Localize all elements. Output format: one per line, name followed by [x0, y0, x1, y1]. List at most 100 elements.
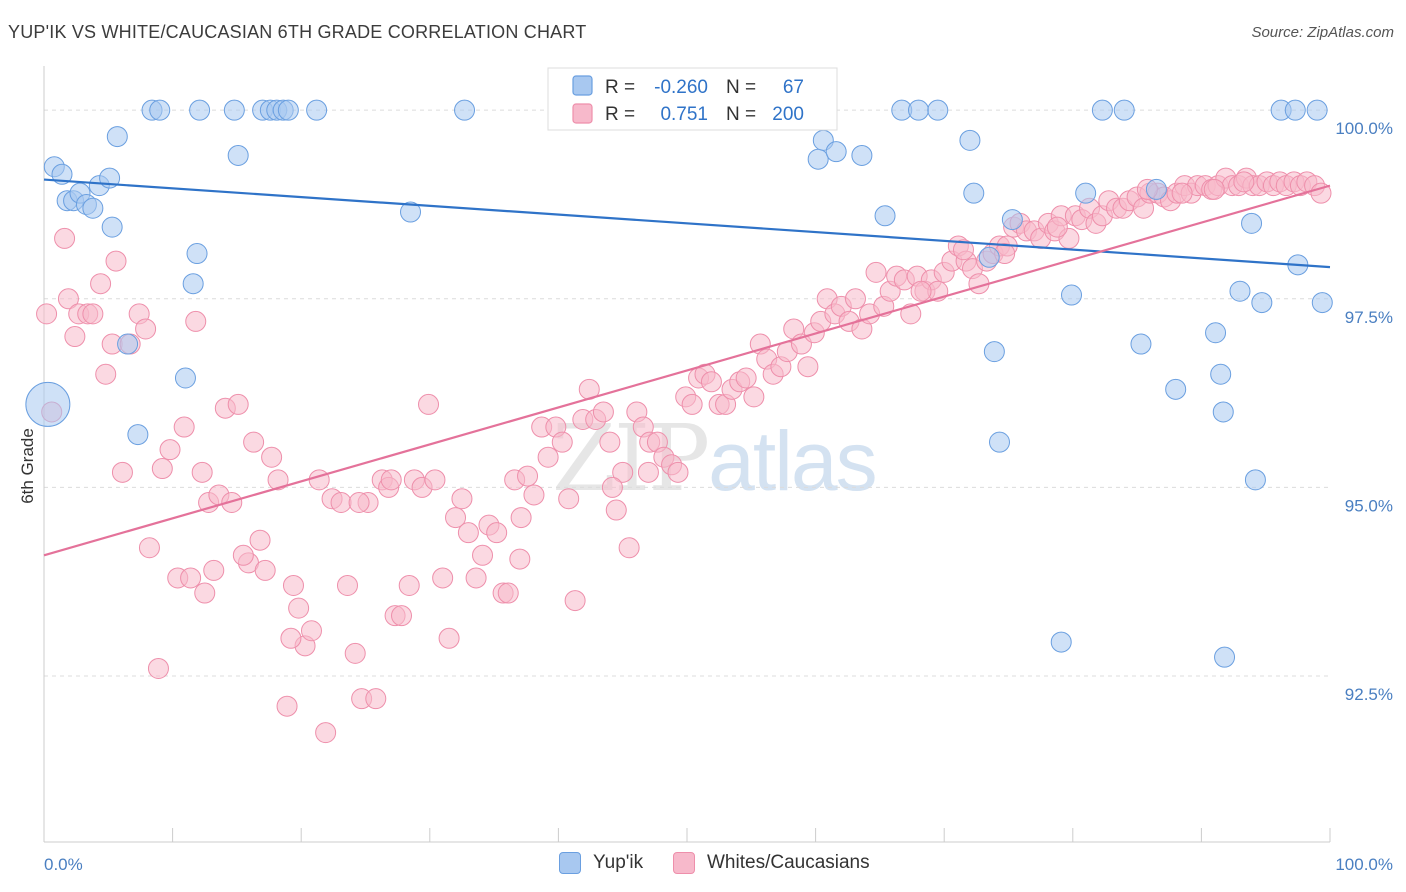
whites-point-114	[797, 356, 819, 378]
whites-point-42	[308, 469, 330, 491]
yupik-point-44	[988, 431, 1010, 453]
whites-point-11	[105, 250, 127, 272]
whites-point-198	[509, 548, 531, 570]
yupik-point-38	[907, 99, 929, 121]
whites-point-33	[249, 529, 271, 551]
yupik-point-45	[1001, 209, 1023, 231]
whites-point-85	[599, 431, 621, 453]
whites-point-200	[380, 469, 402, 491]
whites-point-23	[185, 310, 207, 332]
yupik-point-35	[851, 144, 873, 166]
yupik-point-55	[1214, 646, 1236, 668]
x-tick-label-0: 0.0%	[44, 855, 83, 874]
trend-lines	[43, 178, 1331, 557]
yupik-point-39	[927, 99, 949, 121]
axes	[43, 66, 1331, 843]
whites-point-194	[1046, 216, 1068, 238]
chart-title: YUP'IK VS WHITE/CAUCASIAN 6TH GRADE CORR…	[8, 22, 587, 42]
whites-point-86	[605, 499, 627, 521]
whites-point-61	[438, 627, 460, 649]
yupik-point-12	[117, 333, 139, 355]
whites-point-21	[173, 416, 195, 438]
yupik-point-34	[825, 141, 847, 163]
whites-point-193	[1233, 171, 1255, 193]
whites-point-37	[276, 695, 298, 717]
whites-point-39	[288, 597, 310, 619]
source-label: Source: ZipAtlas.com	[1251, 24, 1394, 41]
legend-box: R = -0.260 N = 67 R = 0.751 N = 200	[547, 67, 838, 131]
yupik-point-11	[106, 126, 128, 148]
legend-swatch-whites	[572, 103, 593, 124]
legend-n-value-2: 200	[772, 104, 804, 125]
whites-point-201	[280, 627, 302, 649]
whites-point-47	[344, 642, 366, 664]
yupik-point-49	[1091, 99, 1113, 121]
whites-point-35	[261, 446, 283, 468]
x-tick-label-1: 100.0%	[1335, 855, 1393, 874]
whites-point-32	[243, 431, 265, 453]
whites-point-19	[159, 439, 181, 461]
whites-point-16	[138, 537, 160, 559]
yupik-point-29	[454, 99, 476, 121]
whites-point-38	[282, 574, 304, 596]
whites-point-4	[64, 326, 86, 348]
yupik-point-18	[186, 243, 208, 265]
whites-point-55	[398, 574, 420, 596]
whites-point-78	[551, 431, 573, 453]
whites-point-62	[445, 507, 467, 529]
whites-point-45	[330, 491, 352, 513]
bottom-legend-yupik: Yup'ik	[559, 852, 643, 874]
whites-point-106	[743, 386, 765, 408]
whites-point-204	[952, 239, 974, 261]
yupik-point-43	[983, 341, 1005, 363]
whites-point-197	[601, 476, 623, 498]
whites-point-9	[95, 363, 117, 385]
whites-point-46	[336, 574, 358, 596]
bottom-legend-label-whites: Whites/Caucasians	[707, 852, 870, 873]
legend-n-value-1: 67	[783, 77, 804, 98]
whites-point-41	[300, 620, 322, 642]
y-tick-label-3: 92.5%	[1345, 685, 1393, 704]
series-whites-points	[36, 167, 1332, 744]
whites-point-66	[472, 544, 494, 566]
yupik-point-66	[1311, 292, 1333, 314]
yupik-point-48	[1075, 182, 1097, 204]
whites-point-65	[465, 567, 487, 589]
yupik-point-65	[1306, 99, 1328, 121]
whites-point-203	[194, 582, 216, 604]
whites-point-195	[910, 280, 932, 302]
whites-point-17	[147, 657, 169, 679]
legend-n-label-1: N =	[726, 77, 756, 98]
yupik-point-46	[1050, 631, 1072, 653]
whites-point-74	[523, 484, 545, 506]
whites-point-192	[1203, 178, 1225, 200]
yupik-point-7	[82, 197, 104, 219]
whites-point-202	[232, 544, 254, 566]
whites-point-88	[618, 537, 640, 559]
watermark-atlas: atlas	[708, 414, 877, 508]
yupik-point-20	[227, 144, 249, 166]
whites-point-76	[537, 446, 559, 468]
series-yupik-points	[25, 99, 1333, 668]
yupik-point-52	[1145, 178, 1167, 200]
yupik-point-17	[182, 273, 204, 295]
tick-labels: 100.0% 97.5% 95.0% 92.5% 0.0% 100.0%	[44, 119, 1393, 874]
yupik-point-16	[174, 367, 196, 389]
yupik-point-57	[1212, 401, 1234, 423]
whites-point-79	[558, 488, 580, 510]
yupik-point-56	[1210, 363, 1232, 385]
legend-n-label-2: N =	[726, 104, 756, 125]
whites-point-191	[1171, 182, 1193, 204]
whites-point-121	[844, 288, 866, 310]
whites-point-22	[180, 567, 202, 589]
yupik-point-28	[400, 201, 422, 223]
bottom-legend-swatch-yupik	[559, 852, 581, 874]
bottom-legend-label-yupik: Yup'ik	[593, 852, 644, 873]
whites-point-34	[254, 559, 276, 581]
yupik-point-36	[874, 205, 896, 227]
yupik-point-15	[149, 99, 171, 121]
whites-trend-line	[43, 184, 1331, 557]
whites-point-63	[451, 488, 473, 510]
bottom-legend: Yup'ik Whites/Caucasians	[0, 852, 1406, 878]
